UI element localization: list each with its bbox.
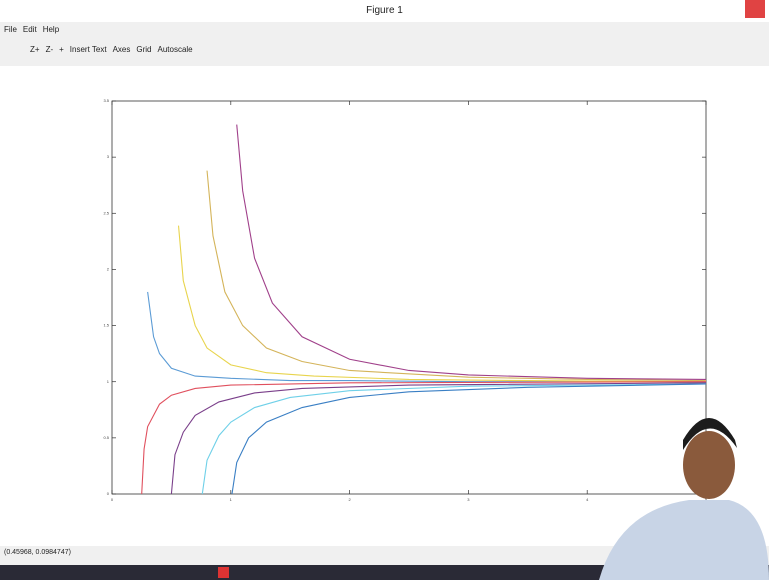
status-text: (0.45968, 0.0984747) <box>4 549 71 556</box>
app-icon[interactable] <box>218 567 229 578</box>
figure-window: Figure 1 FileEditHelp Z+Z-+Insert TextAx… <box>0 0 769 580</box>
y-tick-label: 3.5 <box>103 98 109 103</box>
y-tick-label: 1.5 <box>103 323 109 328</box>
face <box>683 431 735 499</box>
presenter-video <box>579 400 769 580</box>
shirt <box>599 500 769 580</box>
y-tick-label: 0.5 <box>103 435 109 440</box>
y-tick-label: 2.5 <box>103 210 109 215</box>
